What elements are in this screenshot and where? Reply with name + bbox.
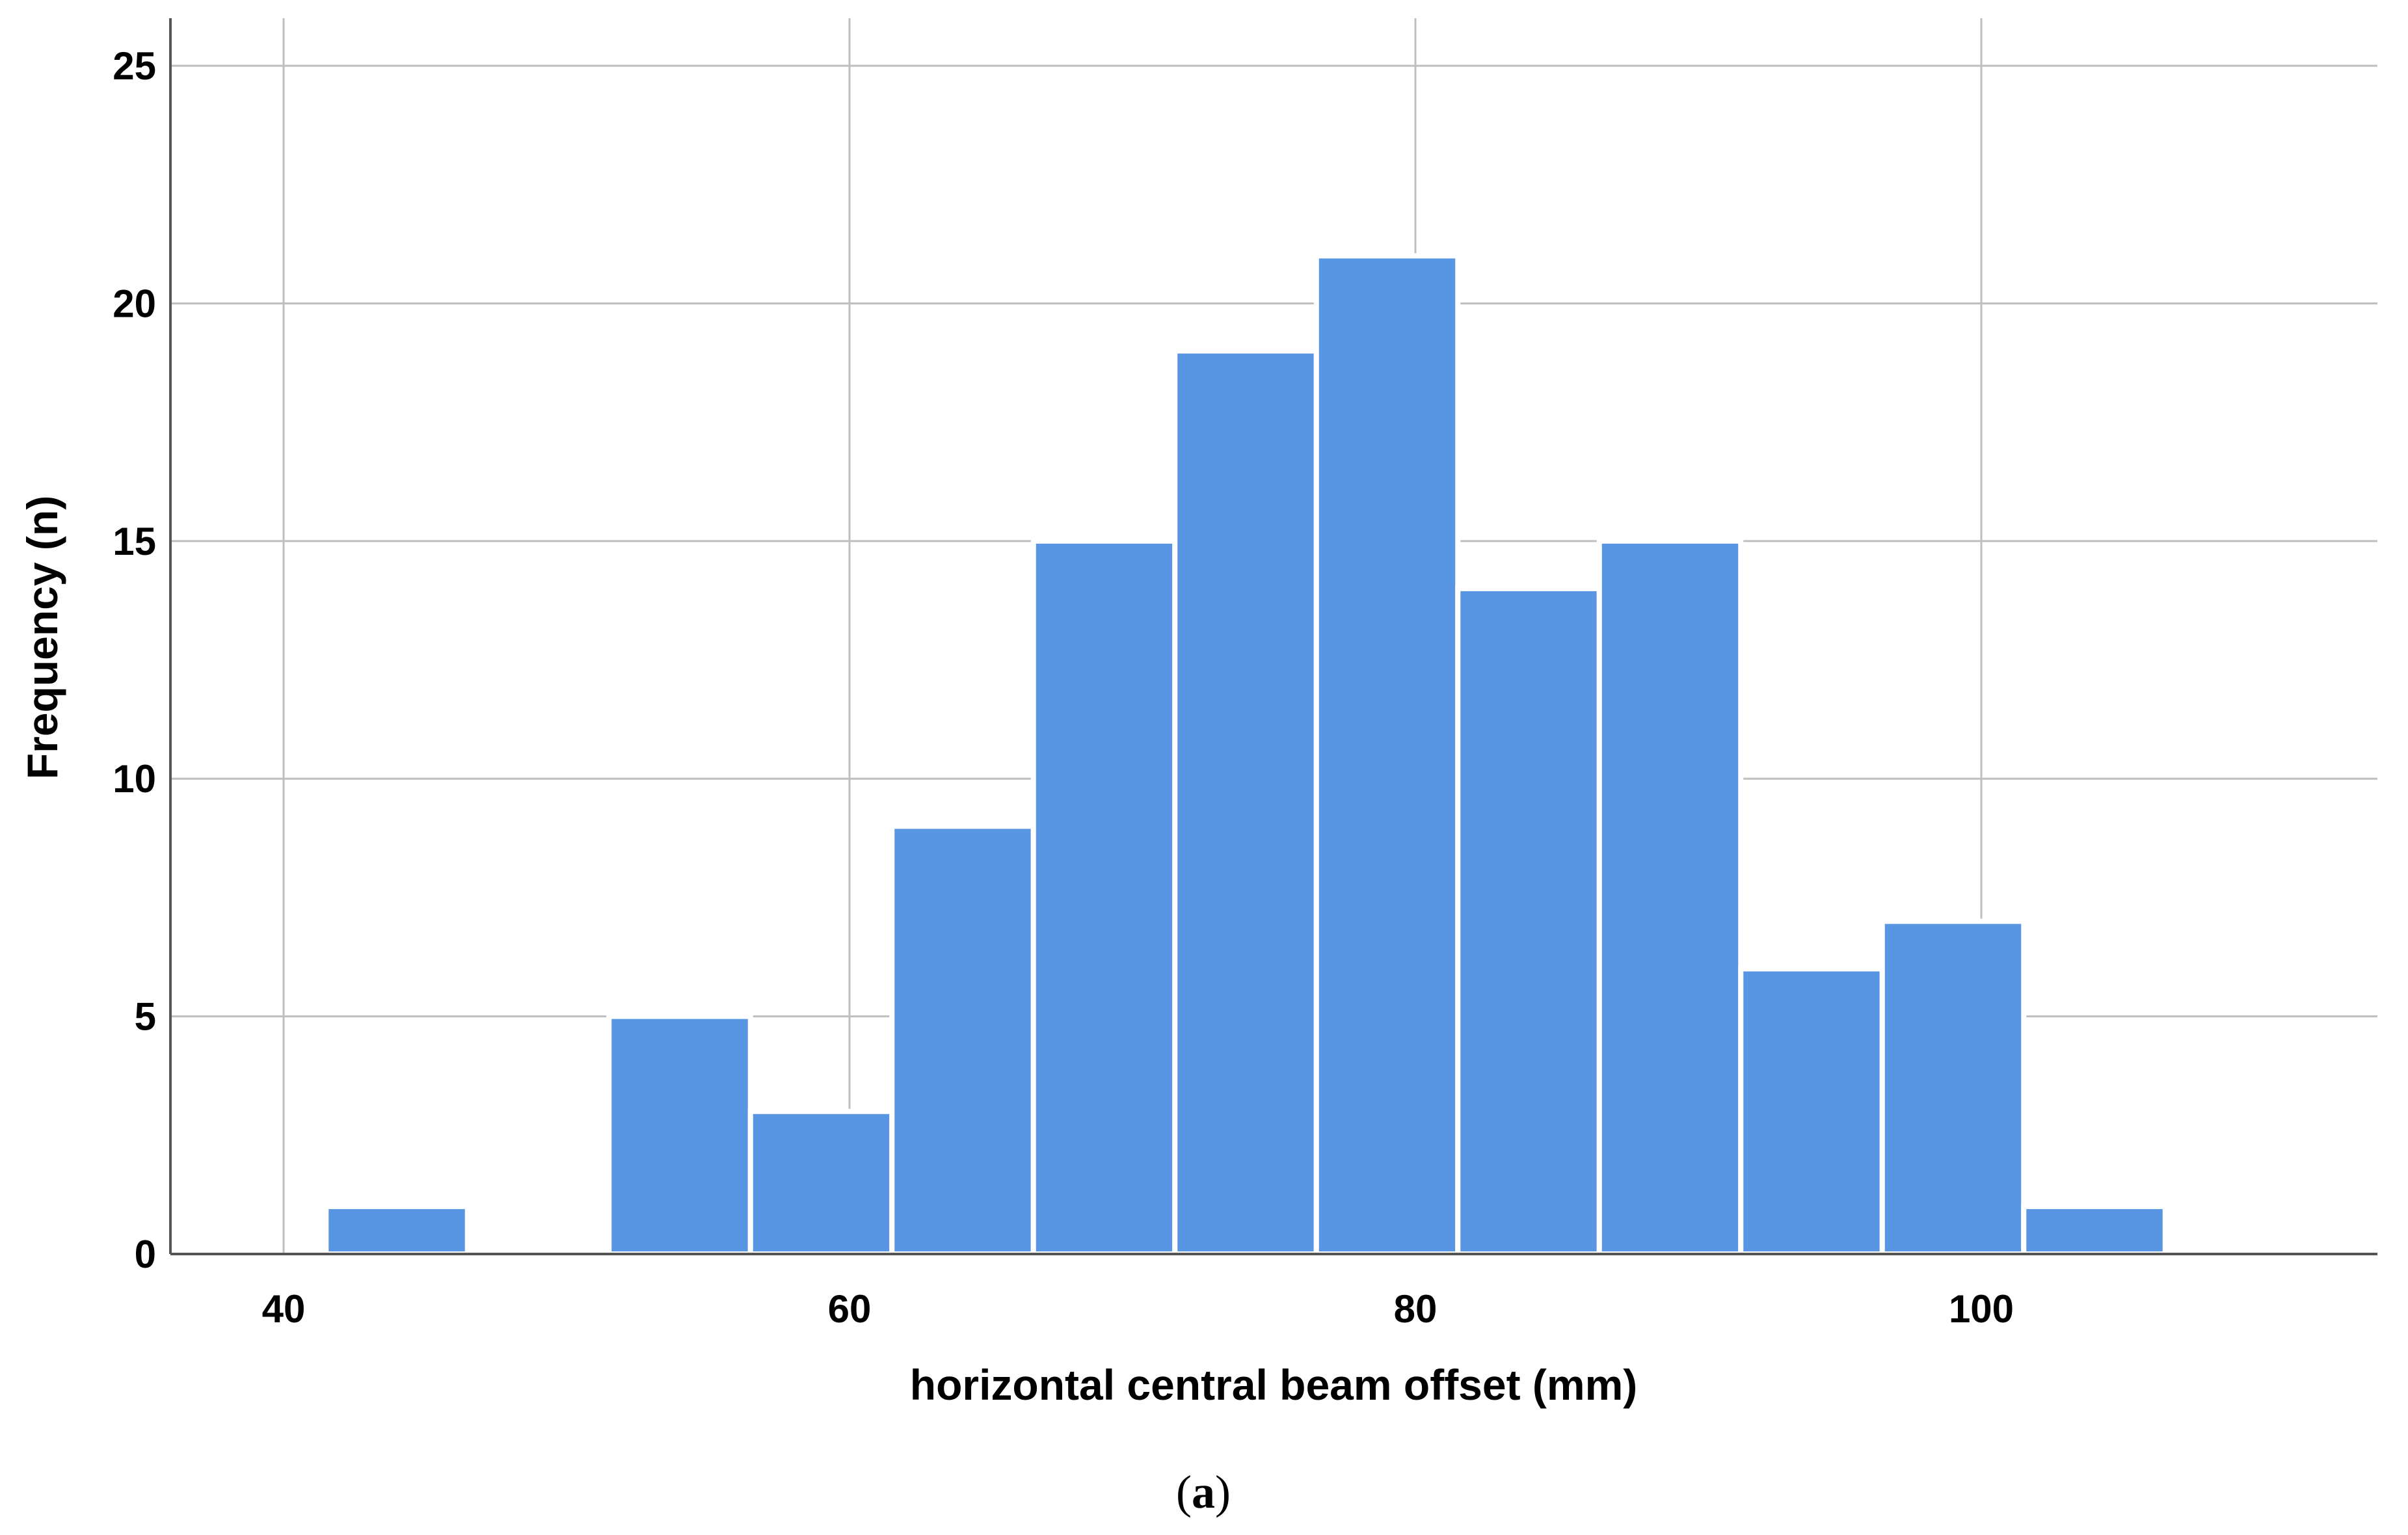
x-tick-label: 40 — [262, 1287, 306, 1331]
histogram-bar — [2021, 1203, 2168, 1257]
y-tick-label: 25 — [113, 44, 156, 88]
y-axis-title: Frequency (n) — [18, 496, 66, 779]
histogram-bars — [323, 253, 2168, 1257]
histogram-bar — [1596, 538, 1744, 1257]
tick-labels: 0 5 10 15 20 25 40 60 80 100 — [113, 44, 2014, 1331]
histogram-bar — [889, 823, 1036, 1257]
figure-caption: (a) — [1176, 1466, 1231, 1518]
histogram-bar — [1879, 918, 2027, 1257]
histogram-bar — [1738, 966, 1885, 1257]
x-tick-label: 80 — [1394, 1287, 1438, 1331]
histogram-bar — [1030, 538, 1178, 1257]
histogram-bar — [323, 1203, 470, 1257]
histogram-bar — [747, 1108, 895, 1257]
caption-open: ( — [1176, 1466, 1192, 1518]
axes — [169, 18, 2377, 1255]
histogram-bar — [606, 1013, 753, 1257]
caption-letter: a — [1192, 1466, 1215, 1518]
y-tick-label: 15 — [113, 520, 156, 563]
y-tick-label: 20 — [113, 282, 156, 325]
caption-close: ) — [1215, 1466, 1231, 1518]
y-tick-label: 0 — [135, 1233, 156, 1276]
x-tick-label: 60 — [828, 1287, 872, 1331]
x-axis-title: horizontal central beam offset (mm) — [910, 1361, 1638, 1409]
histogram-bar — [1172, 348, 1319, 1257]
y-tick-label: 5 — [135, 995, 156, 1039]
histogram-bar — [1455, 585, 1602, 1257]
y-tick-label: 10 — [113, 757, 156, 801]
histogram-bar — [1313, 253, 1461, 1257]
x-tick-label: 100 — [1949, 1287, 2014, 1331]
